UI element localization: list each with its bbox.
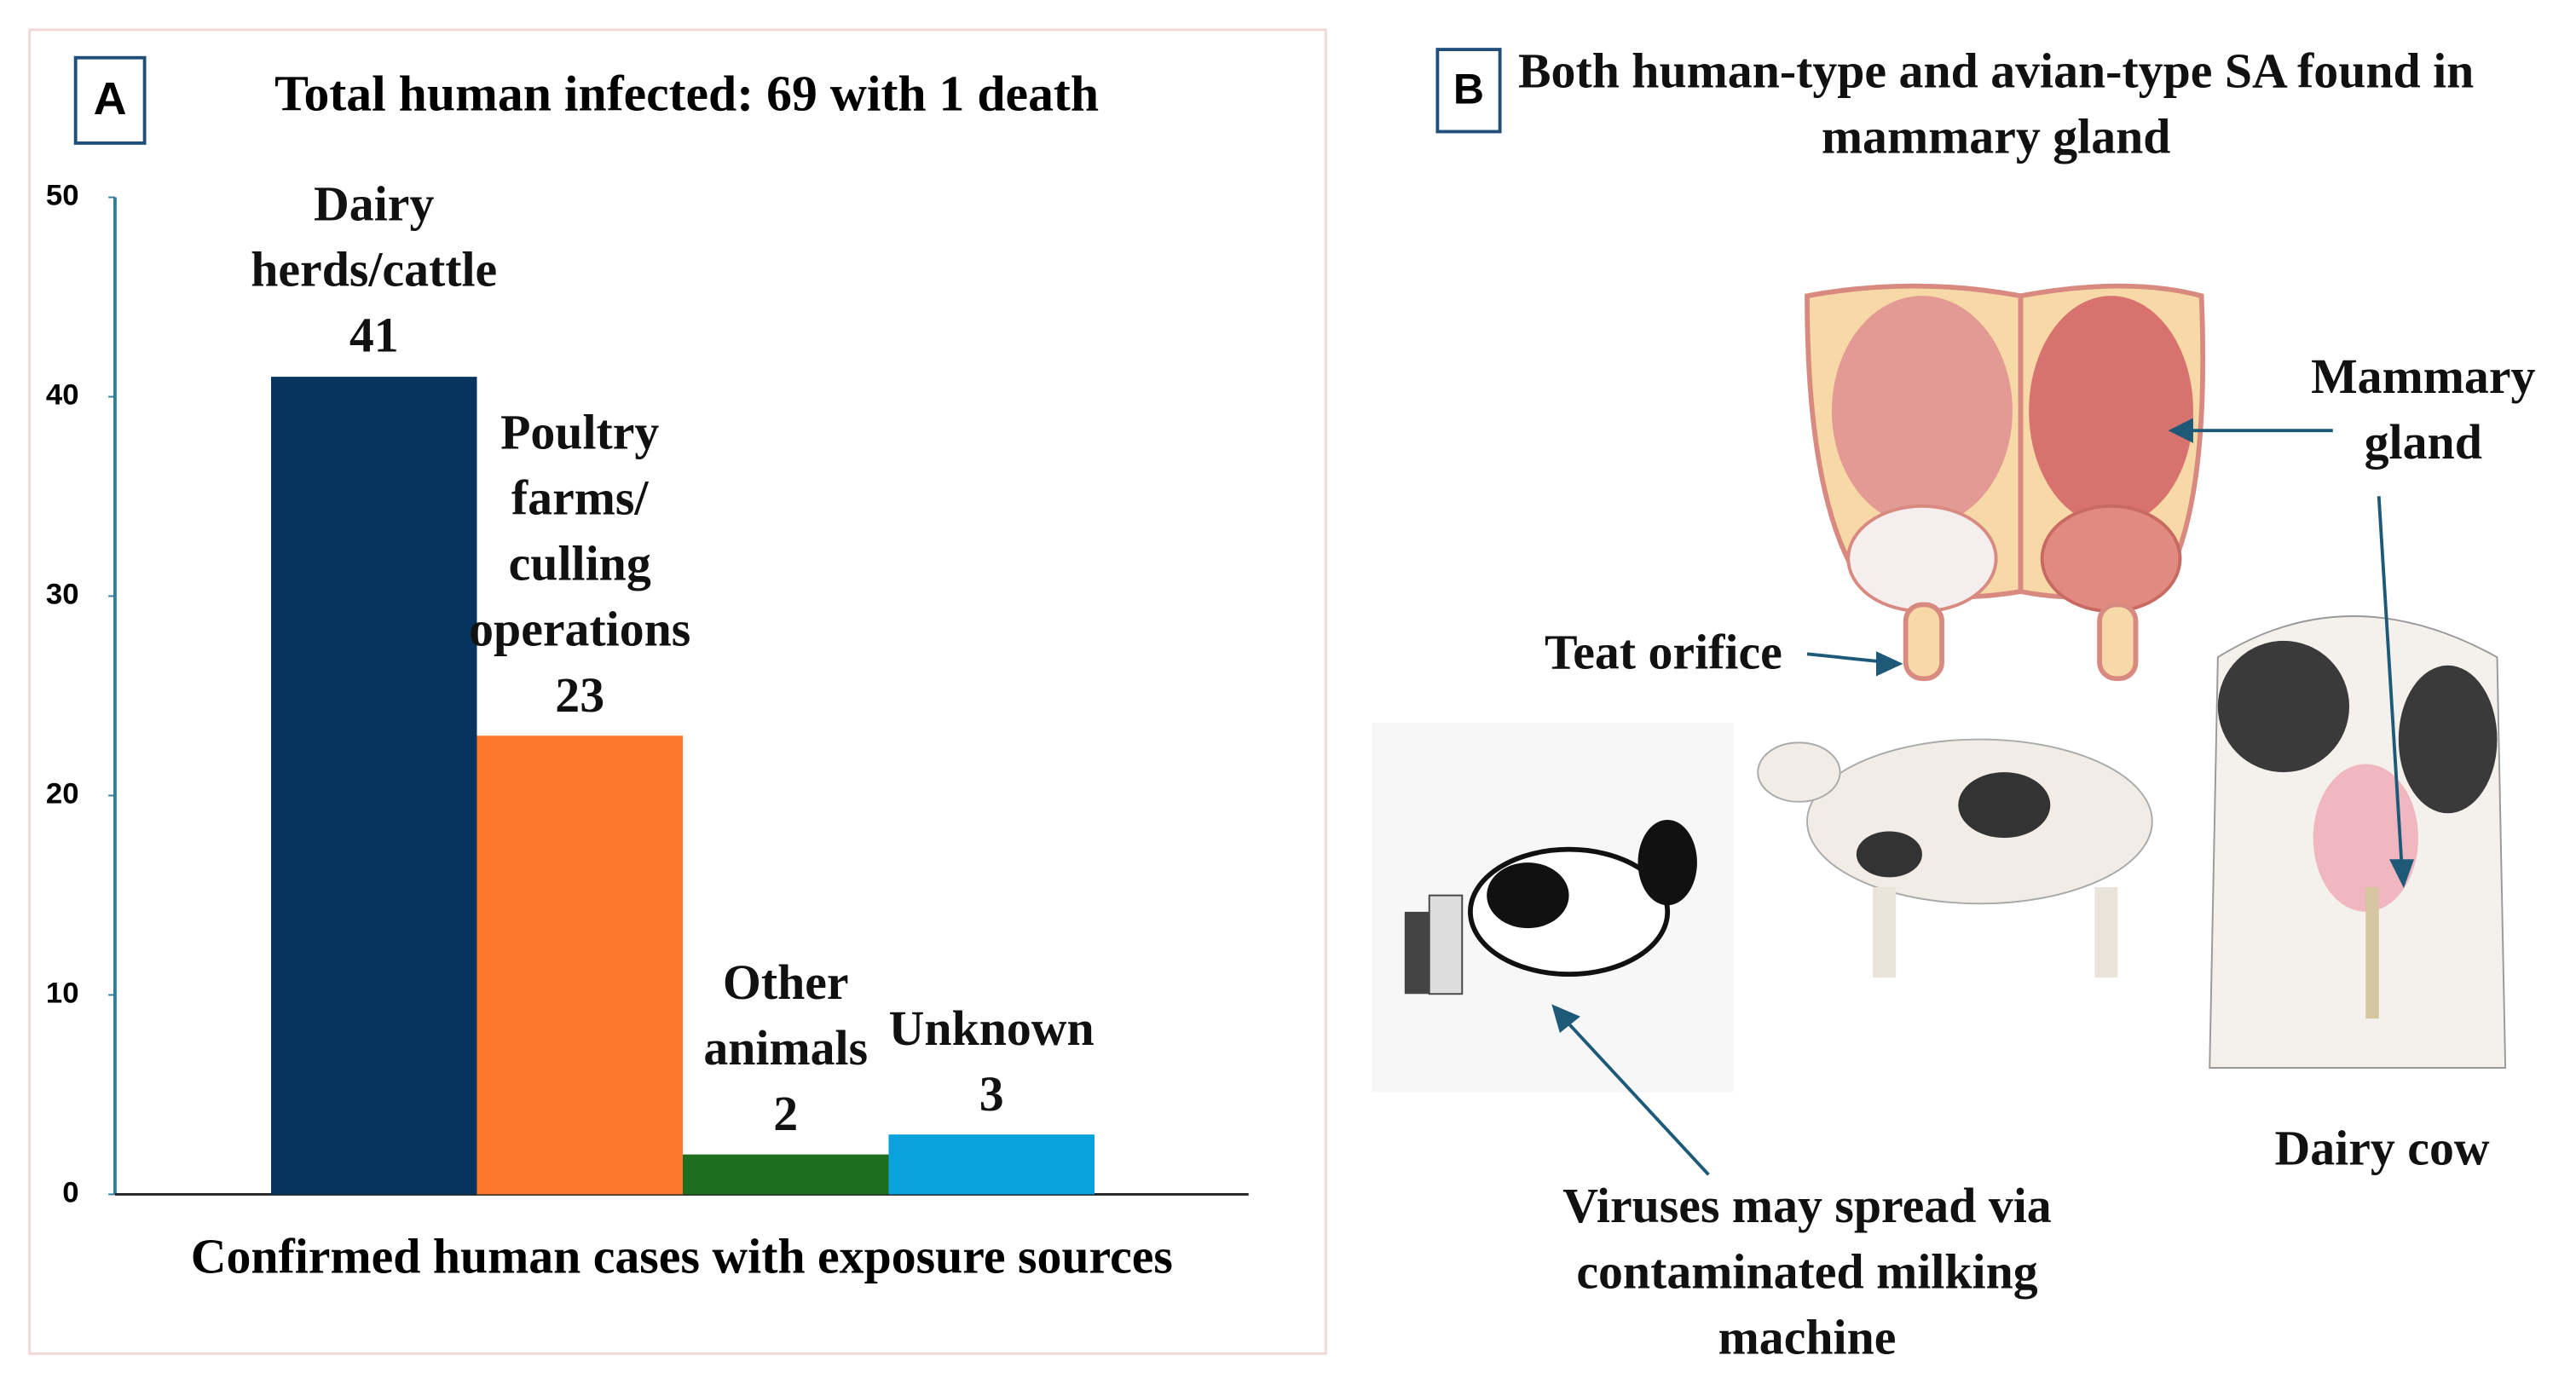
bar — [682, 1154, 889, 1195]
bar-label-text: Poultry farms/ culling operations — [469, 405, 691, 657]
y-tick-label: 30 — [46, 579, 79, 611]
mammary-label-box: Mammary gland — [2275, 345, 2571, 483]
arrows — [1551, 418, 2415, 1176]
bar-label: Unknown 3 — [860, 635, 1123, 1128]
chart-title: Total human infected: 69 with 1 death — [274, 66, 1099, 122]
panel-b-label: B — [1453, 65, 1484, 112]
bar-label-text: Unknown — [888, 1001, 1095, 1056]
bar-label-text: Dairy herds/cattle — [251, 177, 498, 298]
bar-label-box: Other animals 2 — [679, 655, 892, 1148]
x-axis-label: Confirmed human cases with exposure sour… — [191, 1229, 1173, 1284]
bar-label: Other animals 2 — [679, 655, 892, 1148]
teat-label-box: Teat orifice — [1511, 621, 1816, 690]
y-tick-label: 0 — [62, 1177, 78, 1209]
teat-label-text: Teat orifice — [1544, 626, 1782, 681]
panel-b-title-text: Both human-type and avian-type SA found … — [1517, 44, 2475, 164]
bar-label-box: Poultry farms/ culling operations 23 — [440, 236, 719, 729]
panel-b-title-box: Both human-type and avian-type SA found … — [1503, 40, 2488, 178]
cow-side-illustration — [1757, 738, 2153, 978]
bar-label: Dairy herds/cattle 41 — [218, 0, 530, 370]
cow-label-text: Dairy cow — [2274, 1122, 2490, 1177]
y-tick-label: 20 — [46, 778, 79, 810]
virus-label-text: Viruses may spread via contaminated milk… — [1562, 1179, 2052, 1365]
bar-label-text: 3 — [979, 1067, 1004, 1122]
bar-label-box: Unknown 3 — [860, 635, 1123, 1128]
y-tick-label: 50 — [46, 180, 79, 212]
panel-a-box — [73, 55, 147, 145]
mammary-label: Mammary gland — [2275, 345, 2571, 483]
bar-label-box: Dairy herds/cattle 41 — [218, 0, 530, 370]
panel-b-title: Both human-type and avian-type SA found … — [1503, 40, 2488, 178]
bar-label-text: 23 — [555, 668, 605, 723]
panel-a-frame — [28, 28, 1327, 1355]
virus-label: Viruses may spread via contaminated milk… — [1511, 1174, 2103, 1381]
y-tick-label: 10 — [46, 978, 79, 1010]
mammary-illustration — [1805, 283, 2206, 682]
bar-label: Poultry farms/ culling operations 23 — [440, 236, 719, 729]
teat-label: Teat orifice — [1511, 621, 1816, 690]
bar — [477, 735, 683, 1195]
bar-label-text: 2 — [773, 1087, 799, 1142]
milking-cow-illustration — [1372, 723, 1734, 1093]
cow-label-box: Dairy cow — [2234, 1117, 2530, 1186]
bar-label-text: Other animals — [703, 955, 869, 1076]
cow-rear-illustration — [2209, 615, 2507, 1069]
panel-a-label: A — [94, 73, 127, 124]
cow-label: Dairy cow — [2234, 1117, 2530, 1186]
mammary-label-text: Mammary gland — [2311, 349, 2536, 470]
panel-b-box — [1435, 48, 1502, 134]
y-tick-label: 40 — [46, 379, 79, 412]
bar-label-text: 41 — [349, 309, 399, 364]
bar — [888, 1134, 1095, 1195]
bar — [271, 377, 477, 1195]
virus-label-box: Viruses may spread via contaminated milk… — [1511, 1174, 2103, 1381]
